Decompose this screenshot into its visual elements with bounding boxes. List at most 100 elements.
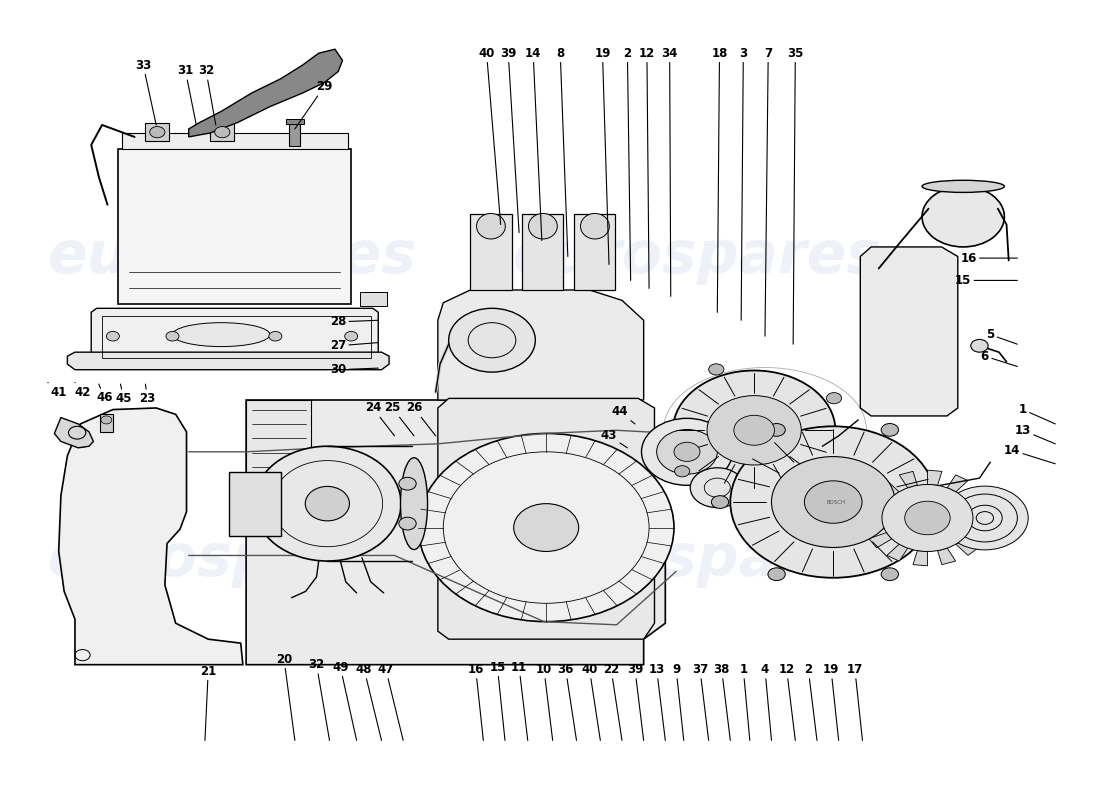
Text: 19: 19 [594, 46, 610, 265]
Ellipse shape [476, 214, 505, 239]
Bar [210, 123, 234, 141]
Polygon shape [900, 471, 917, 488]
Circle shape [344, 331, 358, 341]
Polygon shape [968, 526, 991, 538]
Text: 10: 10 [536, 663, 552, 741]
Circle shape [904, 502, 950, 534]
Polygon shape [91, 308, 378, 364]
Text: 45: 45 [116, 384, 132, 405]
Polygon shape [438, 398, 654, 639]
Bar [522, 214, 563, 290]
Polygon shape [947, 475, 968, 492]
Text: 1: 1 [1019, 403, 1055, 424]
Polygon shape [54, 418, 94, 448]
Ellipse shape [528, 214, 558, 239]
Circle shape [708, 364, 724, 375]
Text: 33: 33 [135, 58, 156, 125]
Polygon shape [438, 290, 644, 400]
Ellipse shape [400, 458, 428, 550]
Text: 46: 46 [96, 384, 112, 404]
Text: 42: 42 [75, 382, 90, 398]
Circle shape [101, 416, 112, 424]
Text: 21: 21 [200, 665, 217, 741]
Circle shape [881, 568, 899, 581]
Text: 8: 8 [557, 46, 568, 257]
Text: 16: 16 [960, 251, 1018, 265]
Circle shape [214, 126, 230, 138]
Polygon shape [962, 488, 986, 503]
Text: 12: 12 [639, 46, 654, 288]
Text: 48: 48 [356, 663, 382, 741]
Circle shape [734, 415, 774, 446]
Text: 49: 49 [332, 661, 356, 741]
Bar [121, 133, 348, 149]
Circle shape [107, 331, 120, 341]
Text: 39: 39 [500, 46, 519, 233]
Text: 15: 15 [490, 661, 506, 741]
Bar [286, 118, 304, 124]
Text: 15: 15 [955, 274, 1018, 287]
Ellipse shape [581, 214, 609, 239]
Circle shape [674, 466, 690, 477]
Text: 17: 17 [847, 663, 864, 741]
Bar [471, 214, 512, 290]
Ellipse shape [922, 180, 1004, 193]
Text: eurospares: eurospares [47, 531, 417, 588]
Circle shape [674, 442, 700, 462]
Bar [229, 472, 280, 535]
Circle shape [826, 393, 842, 404]
Polygon shape [189, 50, 342, 137]
Text: 20: 20 [276, 653, 295, 741]
Text: 11: 11 [512, 661, 528, 741]
Text: 4: 4 [761, 663, 771, 741]
Text: 29: 29 [295, 80, 332, 129]
Text: 38: 38 [714, 663, 730, 741]
Text: 7: 7 [764, 46, 772, 336]
Text: 43: 43 [601, 430, 627, 448]
Text: 1: 1 [739, 663, 750, 741]
Text: 9: 9 [672, 663, 684, 741]
Text: 30: 30 [330, 363, 378, 376]
Text: 47: 47 [377, 663, 404, 741]
Bar [289, 122, 300, 146]
Text: eurospares: eurospares [514, 228, 882, 285]
Circle shape [150, 126, 165, 138]
Ellipse shape [254, 446, 402, 561]
Circle shape [938, 496, 955, 509]
Text: 22: 22 [603, 663, 622, 741]
Polygon shape [865, 498, 887, 510]
Text: 31: 31 [177, 64, 196, 125]
Text: 36: 36 [558, 663, 576, 741]
Text: 32: 32 [198, 64, 216, 125]
Bar [574, 214, 616, 290]
Bar [360, 291, 387, 306]
Text: 39: 39 [627, 663, 644, 741]
Bar [102, 316, 371, 358]
Polygon shape [887, 544, 907, 561]
Text: eurospares: eurospares [514, 531, 882, 588]
Circle shape [730, 426, 936, 578]
Polygon shape [862, 518, 883, 529]
Text: 26: 26 [406, 402, 436, 436]
Circle shape [166, 331, 179, 341]
Text: 25: 25 [384, 402, 414, 436]
Text: 27: 27 [330, 339, 378, 352]
Ellipse shape [173, 322, 270, 346]
Text: 34: 34 [661, 46, 678, 296]
Text: 6: 6 [981, 350, 1018, 366]
Polygon shape [927, 470, 942, 486]
Text: 14: 14 [525, 46, 542, 241]
Circle shape [768, 423, 785, 436]
Text: 2: 2 [804, 663, 817, 741]
Text: 41: 41 [48, 382, 67, 398]
Text: 16: 16 [468, 663, 484, 741]
Text: 18: 18 [712, 46, 728, 312]
Circle shape [399, 517, 416, 530]
Bar [100, 414, 113, 432]
Bar [119, 149, 351, 304]
Text: 5: 5 [987, 328, 1018, 344]
Circle shape [942, 486, 1028, 550]
Circle shape [641, 418, 733, 486]
Circle shape [789, 484, 804, 495]
Circle shape [882, 485, 974, 551]
